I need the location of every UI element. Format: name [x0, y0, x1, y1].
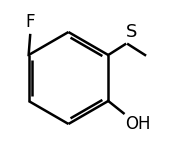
Text: S: S: [126, 23, 137, 41]
Text: F: F: [26, 13, 35, 31]
Text: OH: OH: [125, 115, 151, 133]
